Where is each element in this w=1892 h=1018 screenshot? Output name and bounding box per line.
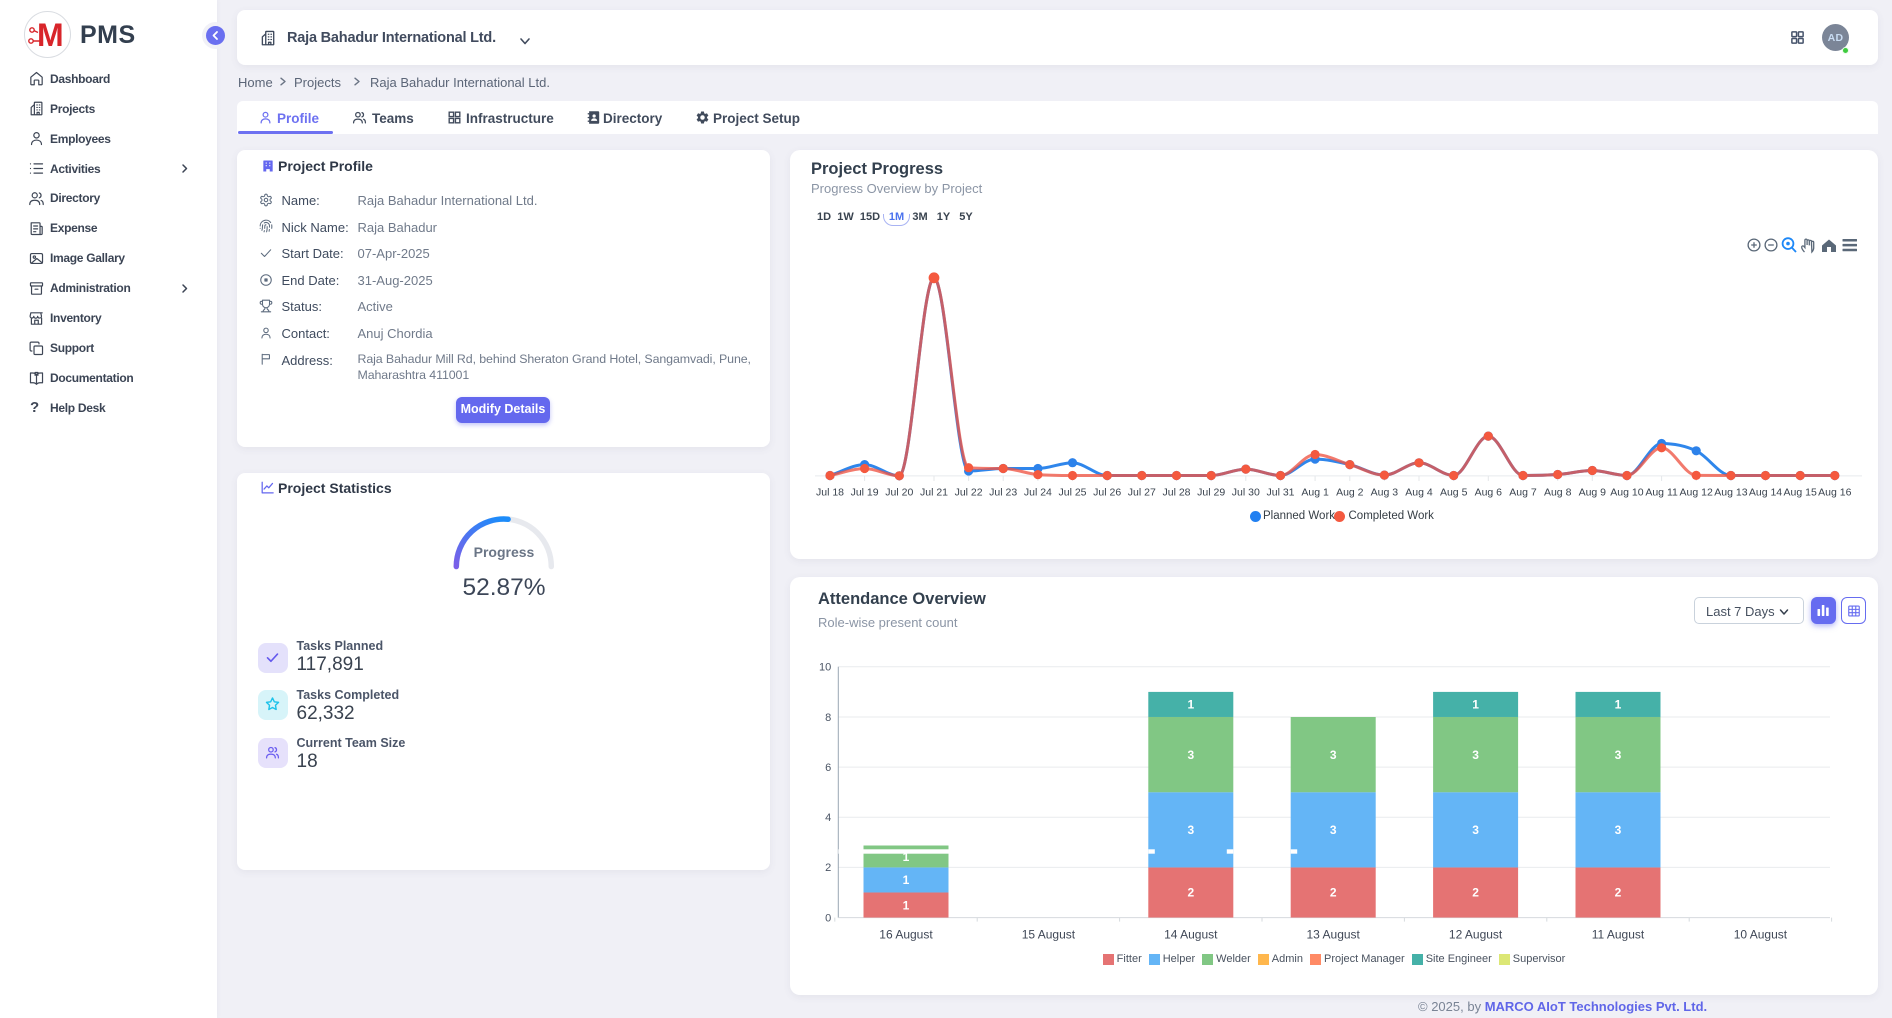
svg-text:16 August: 16 August [879, 928, 933, 942]
svg-text:1: 1 [903, 898, 910, 912]
svg-text:Aug 10: Aug 10 [1610, 487, 1643, 499]
svg-text:4: 4 [825, 812, 831, 824]
svg-text:3: 3 [1472, 748, 1479, 762]
svg-text:6: 6 [825, 762, 831, 774]
svg-text:Jul 21: Jul 21 [920, 487, 948, 499]
svg-text:10 August: 10 August [1734, 928, 1788, 942]
svg-text:15 August: 15 August [1022, 928, 1076, 942]
svg-text:Jul 29: Jul 29 [1197, 487, 1225, 499]
svg-text:Jul 20: Jul 20 [885, 487, 913, 499]
svg-text:1: 1 [1615, 698, 1622, 712]
svg-text:2: 2 [1187, 886, 1194, 900]
svg-text:Jul 30: Jul 30 [1232, 487, 1260, 499]
svg-text:Aug 2: Aug 2 [1336, 487, 1364, 499]
svg-text:Aug 14: Aug 14 [1749, 487, 1782, 499]
svg-text:3: 3 [1187, 748, 1194, 762]
svg-text:12 August: 12 August [1449, 928, 1503, 942]
svg-text:Aug 16: Aug 16 [1818, 487, 1851, 499]
svg-text:Aug 1: Aug 1 [1301, 487, 1329, 499]
svg-text:2: 2 [1472, 886, 1479, 900]
svg-text:3: 3 [1187, 823, 1194, 837]
svg-text:Jul 23: Jul 23 [989, 487, 1017, 499]
svg-text:Jul 19: Jul 19 [851, 487, 879, 499]
svg-text:10: 10 [819, 662, 831, 674]
svg-text:Aug 3: Aug 3 [1371, 487, 1399, 499]
svg-text:3: 3 [1472, 823, 1479, 837]
svg-text:3: 3 [1330, 748, 1337, 762]
svg-text:0: 0 [825, 912, 831, 924]
svg-text:Aug 7: Aug 7 [1509, 487, 1537, 499]
svg-text:Aug 5: Aug 5 [1440, 487, 1468, 499]
svg-text:Aug 11: Aug 11 [1645, 487, 1678, 499]
svg-text:Jul 26: Jul 26 [1093, 487, 1121, 499]
svg-text:Aug 12: Aug 12 [1680, 487, 1713, 499]
svg-text:1: 1 [1187, 698, 1194, 712]
svg-text:Jul 27: Jul 27 [1128, 487, 1156, 499]
svg-text:Aug 4: Aug 4 [1405, 487, 1433, 499]
svg-text:Aug 6: Aug 6 [1475, 487, 1503, 499]
svg-text:Aug 13: Aug 13 [1714, 487, 1747, 499]
svg-text:14 August: 14 August [1164, 928, 1218, 942]
svg-text:Jul 18: Jul 18 [816, 487, 844, 499]
svg-text:Aug 8: Aug 8 [1544, 487, 1572, 499]
svg-text:Aug 15: Aug 15 [1784, 487, 1817, 499]
svg-text:13 August: 13 August [1307, 928, 1361, 942]
svg-text:3: 3 [1615, 823, 1622, 837]
svg-text:2: 2 [1330, 886, 1337, 900]
svg-text:1: 1 [903, 850, 910, 864]
svg-text:Aug 9: Aug 9 [1579, 487, 1607, 499]
svg-text:Jul 24: Jul 24 [1024, 487, 1052, 499]
svg-text:11 August: 11 August [1592, 928, 1645, 942]
svg-text:3: 3 [1615, 748, 1622, 762]
svg-text:1: 1 [903, 873, 910, 887]
svg-text:Jul 28: Jul 28 [1162, 487, 1190, 499]
svg-text:1: 1 [1472, 698, 1479, 712]
svg-text:3: 3 [1330, 823, 1337, 837]
svg-text:Jul 25: Jul 25 [1058, 487, 1086, 499]
svg-text:8: 8 [825, 712, 831, 724]
svg-text:Jul 22: Jul 22 [955, 487, 983, 499]
svg-text:2: 2 [825, 862, 831, 874]
svg-text:Jul 31: Jul 31 [1266, 487, 1294, 499]
svg-text:2: 2 [1615, 886, 1622, 900]
